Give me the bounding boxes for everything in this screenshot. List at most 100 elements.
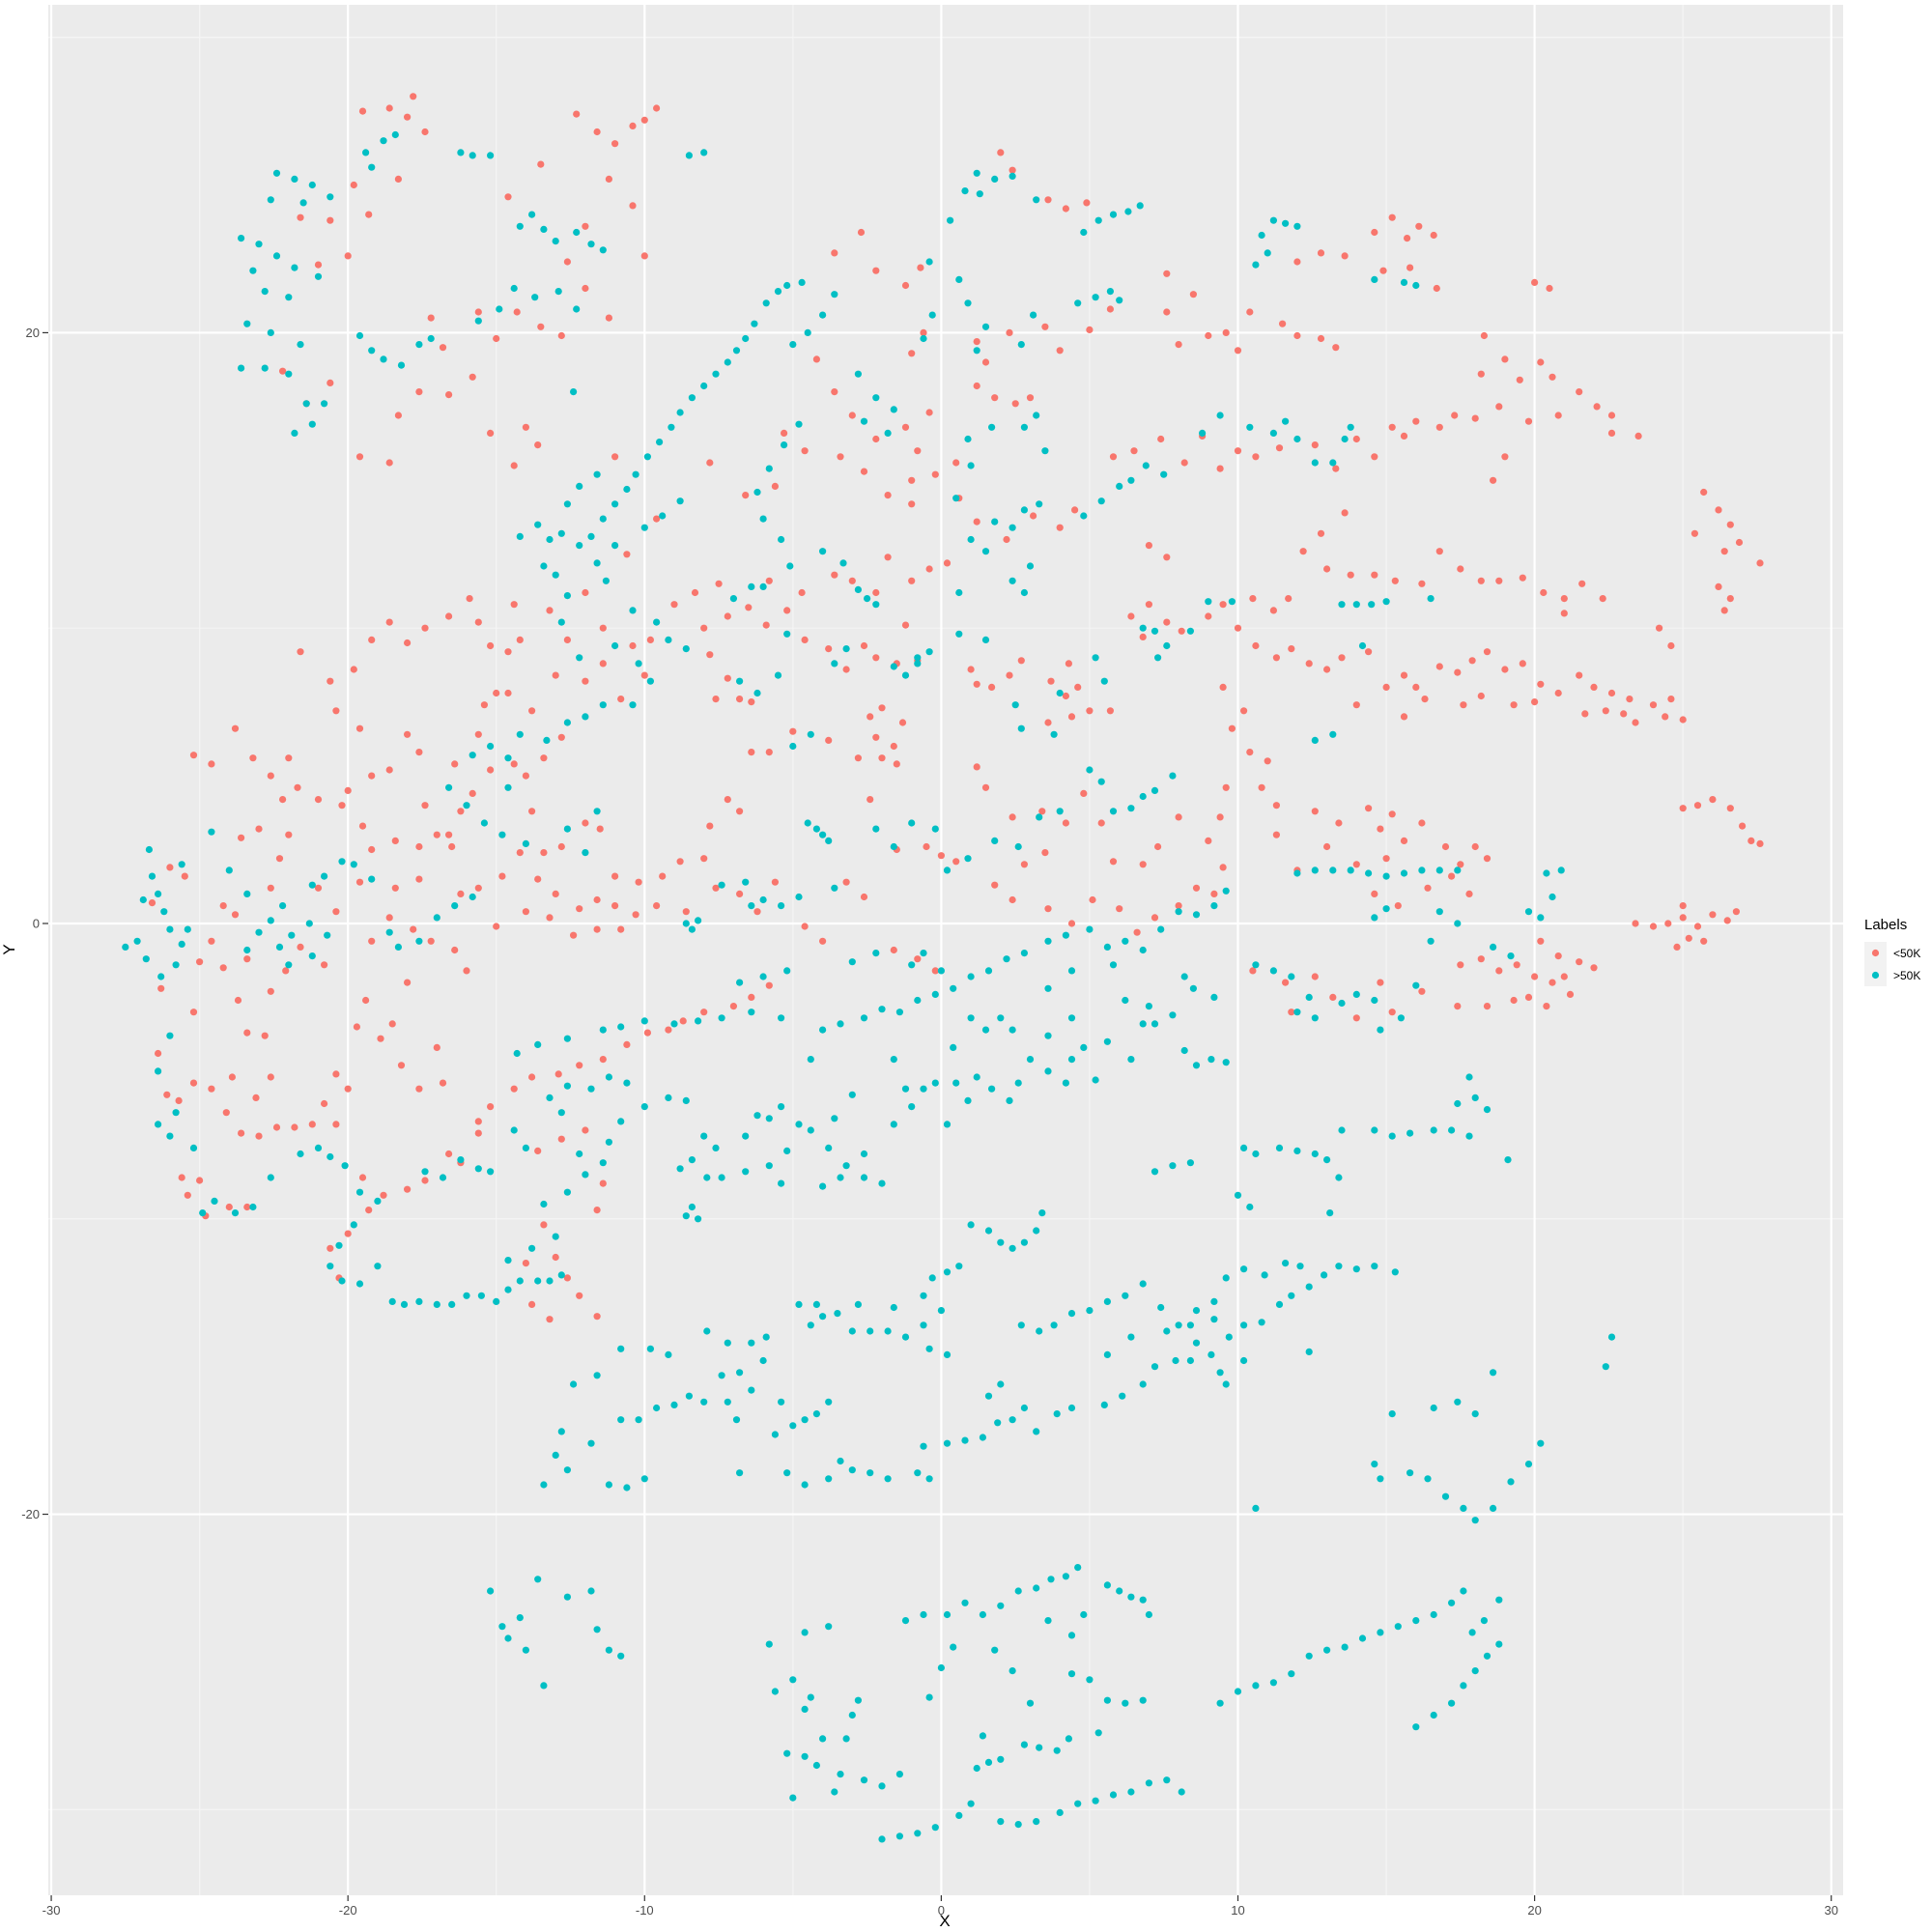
data-point [255, 241, 263, 248]
data-point [1122, 937, 1129, 945]
data-point [1365, 805, 1373, 812]
data-point [1151, 914, 1159, 922]
data-point [860, 417, 868, 425]
data-point [831, 571, 838, 579]
data-point [516, 532, 524, 541]
data-point [573, 110, 581, 118]
data-point [231, 1209, 240, 1217]
data-point [1435, 663, 1443, 670]
data-point [1656, 624, 1663, 632]
data-point [599, 246, 607, 254]
data-point [943, 1268, 952, 1276]
data-point [1329, 459, 1337, 467]
data-point [653, 618, 661, 626]
data-point [729, 1003, 738, 1010]
data-point [1009, 1244, 1016, 1252]
data-point [1460, 1504, 1467, 1512]
data-point [665, 1350, 672, 1358]
data-point [1412, 683, 1420, 692]
data-point [587, 1587, 595, 1595]
data-point [700, 1009, 708, 1016]
data-point [914, 654, 922, 662]
data-point [867, 1469, 874, 1477]
data-point [611, 902, 619, 910]
data-point [587, 532, 595, 541]
data-point [593, 925, 601, 933]
data-point [1056, 1808, 1064, 1816]
data-point [997, 1818, 1005, 1826]
data-point [943, 867, 952, 874]
data-point [1388, 1410, 1396, 1418]
data-point [208, 937, 215, 945]
data-point [299, 199, 307, 207]
data-point [1454, 867, 1462, 874]
data-point [1145, 1610, 1152, 1619]
series-1-points [148, 93, 1764, 1323]
data-point [321, 961, 328, 969]
data-point [148, 899, 156, 907]
data-point [955, 275, 963, 283]
data-point [540, 562, 548, 570]
data-point [563, 1035, 572, 1042]
data-point [950, 1043, 957, 1051]
data-point [1047, 677, 1055, 685]
data-point [1127, 805, 1135, 812]
data-point [474, 884, 482, 892]
data-point [917, 264, 924, 271]
data-point [1477, 370, 1485, 378]
data-point [469, 152, 476, 159]
data-point [955, 630, 963, 638]
data-point [1709, 796, 1717, 804]
data-point [715, 580, 723, 587]
data-point [1435, 867, 1443, 874]
data-point [860, 1174, 868, 1181]
data-point [860, 1014, 868, 1022]
data-point [1720, 548, 1728, 555]
data-point [795, 1121, 803, 1128]
data-point [1044, 905, 1052, 913]
data-point [1154, 842, 1162, 851]
data-point [1296, 1263, 1304, 1270]
data-point [1311, 808, 1319, 815]
data-point [219, 964, 227, 972]
data-point [1679, 805, 1687, 812]
data-point [617, 696, 625, 703]
data-point [587, 1085, 595, 1093]
data-point [920, 950, 927, 957]
data-point [1293, 258, 1301, 266]
data-point [305, 920, 313, 927]
data-point [557, 733, 565, 741]
data-point [1038, 1209, 1046, 1217]
data-point [1747, 837, 1755, 845]
data-point [275, 855, 284, 863]
data-point [1103, 1350, 1111, 1358]
data-point [901, 1085, 910, 1093]
data-point [208, 760, 215, 768]
data-point [884, 491, 892, 499]
data-point [528, 1244, 536, 1252]
data-point [685, 1392, 694, 1400]
data-point [611, 872, 619, 880]
data-point [1222, 887, 1230, 895]
data-point [656, 439, 664, 446]
data-point [1519, 574, 1526, 582]
data-point [700, 624, 708, 632]
data-point [238, 364, 245, 372]
data-point [1094, 216, 1102, 224]
data-point [504, 193, 512, 201]
data-point [898, 719, 907, 726]
data-point [1400, 869, 1408, 877]
data-point [1030, 512, 1037, 520]
data-point [611, 500, 619, 508]
data-point [308, 881, 316, 889]
data-point [783, 1469, 791, 1477]
data-point [1222, 1380, 1230, 1388]
data-point [353, 1023, 360, 1031]
data-point [1103, 1581, 1111, 1589]
data-point [211, 1197, 218, 1205]
data-point [234, 996, 242, 1005]
data-point [748, 1009, 755, 1016]
data-point [1044, 1617, 1052, 1625]
data-point [605, 314, 613, 322]
data-point [1418, 987, 1426, 995]
